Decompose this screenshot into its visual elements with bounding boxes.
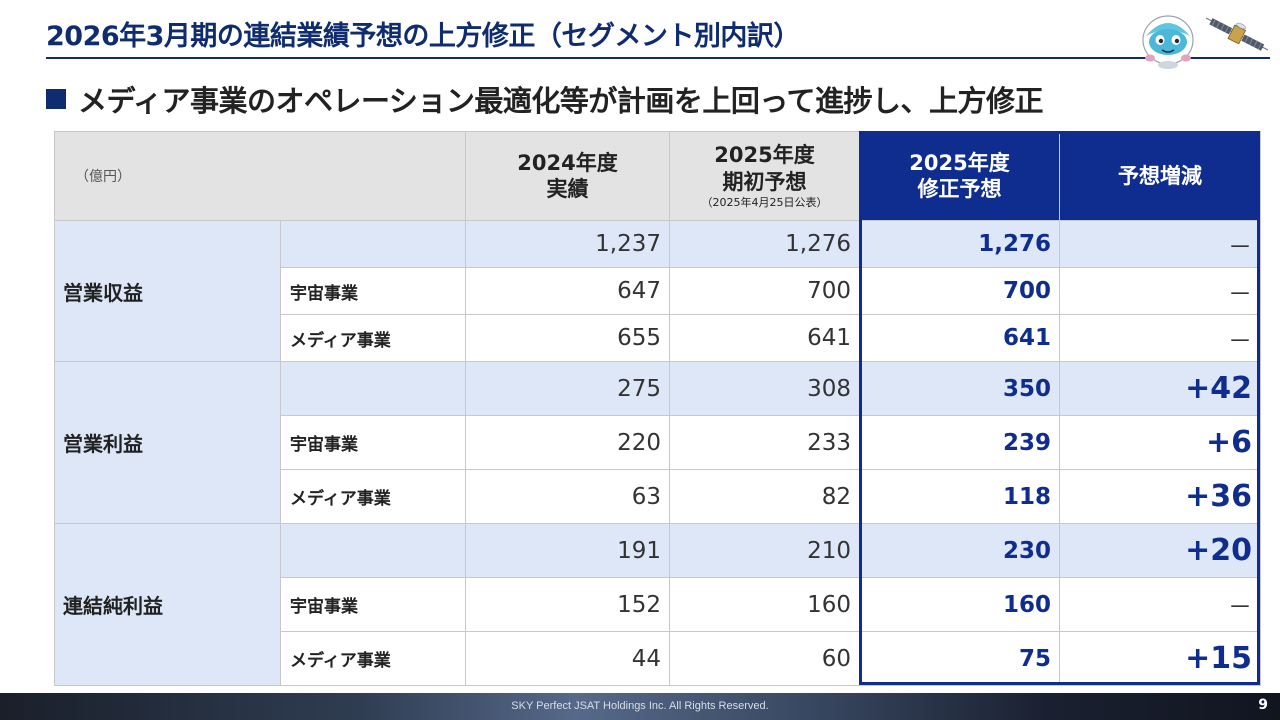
footer-bar: SKY Perfect JSAT Holdings Inc. All Right… (0, 693, 1280, 720)
revised-value: 700 (859, 267, 1060, 315)
revised-value: 230 (859, 523, 1060, 578)
initial-value: 308 (669, 361, 860, 416)
header-revised-line2: 修正予想 (917, 177, 1002, 201)
key-message: メディア事業のオペレーション最適化等が計画を上回って進捗し、上方修正 (46, 78, 1043, 120)
delta-value: － (1059, 577, 1261, 632)
header-initial-line1: 2025年度 (714, 143, 815, 168)
header-initial-line2: 期初予想 (722, 169, 807, 194)
table-row: 連結純利益 191 210 230 +20 (54, 523, 1261, 686)
page-number: 9 (1258, 697, 1268, 713)
revised-value: 118 (859, 469, 1060, 524)
table-row: 営業利益 275 308 350 +42 (54, 361, 1261, 524)
key-message-text: メディア事業のオペレーション最適化等が計画を上回って進捗し、上方修正 (78, 84, 1043, 118)
category-label: 営業利益 (54, 361, 281, 524)
fy2024-value: 655 (465, 314, 670, 362)
segment-label: メディア事業 (280, 631, 466, 686)
initial-value: 641 (669, 314, 860, 362)
initial-value: 160 (669, 577, 860, 632)
header-fy2024-line1: 2024年度 (517, 150, 618, 175)
slide-title: 2026年3月期の連結業績予想の上方修正（セグメント別内訳） (46, 21, 800, 52)
title-underline (46, 57, 1270, 59)
revised-value: 350 (859, 361, 1060, 416)
fy2024-value: 63 (465, 469, 670, 524)
table-row: 宇宙事業 220 233 239 +6 (55, 415, 1261, 470)
revised-value: 75 (859, 631, 1060, 686)
delta-value: － (1059, 267, 1261, 315)
unit-label: （億円） (54, 131, 466, 221)
category-label: 連結純利益 (54, 523, 281, 686)
fy2024-value: 191 (465, 523, 670, 578)
fy2024-value: 275 (465, 361, 670, 416)
bullet-square-icon (46, 89, 66, 109)
fy2024-value: 152 (465, 577, 670, 632)
header-fy2024-line2: 実績 (546, 177, 589, 201)
segment-label: 宇宙事業 (280, 415, 466, 470)
segment-label: メディア事業 (280, 469, 466, 524)
initial-value: 233 (669, 415, 860, 470)
delta-value: +36 (1059, 469, 1261, 524)
initial-value: 210 (669, 523, 860, 578)
initial-value: 1,276 (669, 220, 860, 268)
header-initial-forecast: 2025年度 期初予想 （2025年4月25日公表） (669, 131, 860, 221)
segment-label: 宇宙事業 (280, 267, 466, 315)
table-row: メディア事業 655 641 641 － (55, 314, 1261, 362)
header-revised-forecast: 2025年度 修正予想 (859, 131, 1060, 221)
table-row: メディア事業 44 60 75 +15 (55, 631, 1261, 686)
delta-value: +20 (1059, 523, 1261, 578)
revised-value: 641 (859, 314, 1060, 362)
table-row: メディア事業 63 82 118 +36 (55, 469, 1261, 524)
fy2024-value: 1,237 (465, 220, 670, 268)
delta-value: +42 (1059, 361, 1261, 416)
header-revised-line1: 2025年度 (909, 150, 1010, 175)
table-row: 宇宙事業 152 160 160 － (55, 577, 1261, 632)
logo (1142, 15, 1269, 69)
segment-label: 宇宙事業 (280, 577, 466, 632)
revised-value: 1,276 (859, 220, 1060, 268)
initial-value: 60 (669, 631, 860, 686)
header-fy2024: 2024年度 実績 (465, 131, 670, 221)
delta-value: +15 (1059, 631, 1261, 686)
delta-value: － (1059, 220, 1261, 268)
fy2024-value: 44 (465, 631, 670, 686)
revised-value: 239 (859, 415, 1060, 470)
segment-label: メディア事業 (280, 314, 466, 362)
table-row: 宇宙事業 647 700 700 － (55, 267, 1261, 315)
table-row: 営業収益 1,237 1,276 1,276 － (54, 220, 1261, 362)
revised-value: 160 (859, 577, 1060, 632)
forecast-table: （億円） 2024年度 実績 2025年度 期初予想 （2025年4月25日公表… (54, 131, 1261, 686)
delta-value: +6 (1059, 415, 1261, 470)
header-delta: 予想増減 (1059, 131, 1261, 221)
mascot-icon (1142, 15, 1194, 69)
copyright-text: SKY Perfect JSAT Holdings Inc. All Right… (511, 700, 769, 712)
fy2024-value: 647 (465, 267, 670, 315)
category-label: 営業収益 (54, 220, 281, 362)
header-initial-note: （2025年4月25日公表） (701, 195, 828, 209)
initial-value: 700 (669, 267, 860, 315)
satellite-icon (1205, 17, 1269, 51)
delta-value: － (1059, 314, 1261, 362)
fy2024-value: 220 (465, 415, 670, 470)
initial-value: 82 (669, 469, 860, 524)
